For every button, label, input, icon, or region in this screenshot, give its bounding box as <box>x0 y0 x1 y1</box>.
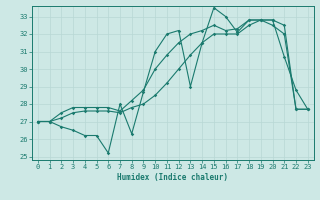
X-axis label: Humidex (Indice chaleur): Humidex (Indice chaleur) <box>117 173 228 182</box>
